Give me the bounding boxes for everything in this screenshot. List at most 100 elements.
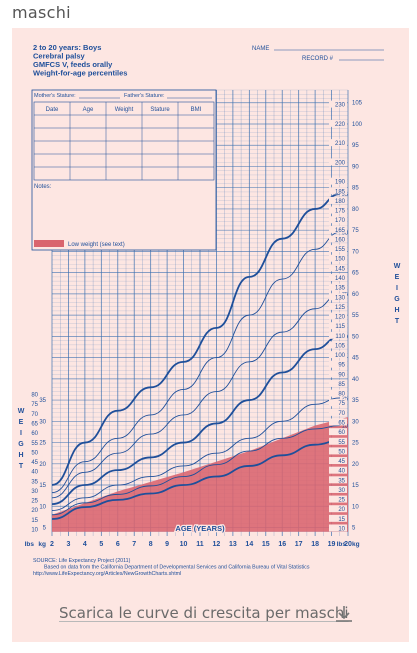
kg-tick-left: 25 — [39, 441, 46, 447]
percentile-curve-50 — [51, 335, 340, 506]
lbs-tick-right: 165 — [335, 228, 346, 234]
kg-tick-left: 20 — [39, 462, 46, 468]
lbs-tick-bg — [329, 119, 347, 127]
table-header-age: Age — [83, 107, 94, 113]
y-axis-title-right: H — [394, 307, 399, 314]
lbs-tick-bg — [329, 196, 347, 204]
percentile-curve-90 — [51, 231, 340, 494]
lbs-tick-left: 45 — [31, 460, 38, 466]
lbs-tick-left: 60 — [31, 431, 38, 437]
lbs-tick-bg — [329, 389, 347, 397]
kg-tick-right: 60 — [352, 292, 359, 298]
source-line: http://www.LifeExpectancy.org/Articles/N… — [33, 571, 181, 577]
x-tick-label: 2 — [50, 541, 54, 548]
lbs-tick-bg — [329, 351, 347, 359]
mother-stature-label: Mother's Stature: — [34, 93, 76, 99]
kg-tick-left: 10 — [39, 504, 46, 510]
lbs-tick-left: 55 — [31, 441, 38, 447]
kg-tick-right: 90 — [352, 164, 359, 170]
lbs-tick-right: 95 — [338, 363, 345, 369]
kg-tick-right: 25 — [352, 441, 359, 447]
lbs-tick-bg — [329, 235, 347, 243]
page-heading: maschi — [12, 3, 71, 22]
percentile-curve-95 — [51, 193, 340, 486]
kg-tick-right: 55 — [352, 313, 359, 319]
table-header-weight: Weight — [115, 107, 134, 113]
percentile-curve-75 — [51, 293, 340, 499]
lbs-tick-right: 220 — [335, 122, 346, 128]
chart-title-line: Cerebral palsy — [33, 52, 86, 61]
chart-title-line: GMFCS V, feeds orally — [33, 60, 113, 69]
x-tick-label: 15 — [262, 541, 270, 548]
lbs-tick-bg — [329, 370, 347, 378]
y-axis-title-left: G — [18, 441, 24, 448]
lbs-tick-bg — [329, 187, 347, 195]
lbs-tick-right: 200 — [335, 160, 346, 166]
table-header-date: Date — [46, 107, 59, 113]
kg-tick-right: 15 — [352, 483, 359, 489]
download-icon[interactable] — [333, 603, 355, 625]
lbs-tick-bg — [329, 418, 347, 426]
kg-tick-right: 85 — [352, 186, 359, 192]
kg-tick-right: 95 — [352, 143, 359, 149]
source-line: SOURCE: Life Expectancy Project (2011) — [33, 558, 131, 564]
name-label: NAME — [252, 46, 269, 52]
x-tick-label: 12 — [213, 541, 221, 548]
download-curves-link[interactable]: Scarica le curve di crescita per maschi — [59, 604, 349, 622]
lbs-tick-right: 155 — [335, 247, 346, 253]
kg-tick-left: 15 — [39, 483, 46, 489]
unit-lbs-right: lbs — [337, 541, 347, 548]
lbs-tick-bg — [329, 274, 347, 282]
x-tick-label: 16 — [278, 541, 286, 548]
unit-kg-right: kg — [352, 541, 360, 548]
x-tick-label: 6 — [116, 541, 120, 548]
lbs-tick-bg — [329, 466, 347, 474]
percentile-label-90: 90 — [342, 230, 348, 236]
lbs-tick-right: 75 — [338, 401, 345, 407]
lbs-tick-right: 145 — [335, 266, 346, 272]
lbs-tick-right: 70 — [338, 411, 345, 417]
lbs-tick-bg — [329, 505, 347, 513]
lbs-tick-right: 15 — [338, 517, 345, 523]
source-line: Based on data from the California Depart… — [44, 565, 310, 571]
lbs-tick-bg — [329, 331, 347, 339]
x-axis-title: AGE (YEARS) — [175, 524, 225, 533]
low-weight-area — [52, 417, 348, 532]
record-label: RECORD # — [302, 56, 334, 62]
y-axis-title-right: I — [396, 285, 398, 292]
lbs-tick-right: 160 — [335, 237, 346, 243]
lbs-tick-bg — [329, 476, 347, 484]
x-tick-label: 4 — [83, 541, 87, 548]
lbs-tick-right: 120 — [335, 315, 346, 321]
kg-tick-right: 35 — [352, 398, 359, 404]
lbs-tick-right: 125 — [335, 305, 346, 311]
weight-for-age-chart: 9590755025105 23456789101112131415161718… — [18, 43, 401, 577]
notes-label: Notes: — [34, 184, 52, 190]
lbs-tick-left: 25 — [31, 499, 38, 505]
lbs-tick-left: 65 — [31, 422, 38, 428]
kg-tick-right: 10 — [352, 504, 359, 510]
lbs-tick-bg — [329, 264, 347, 272]
lbs-tick-right: 65 — [338, 421, 345, 427]
kg-tick-left: 30 — [39, 419, 46, 425]
x-tick-label: 8 — [149, 541, 153, 548]
lbs-tick-bg — [329, 139, 347, 147]
lbs-tick-right: 105 — [335, 343, 346, 349]
lbs-tick-right: 135 — [335, 286, 346, 292]
lbs-tick-right: 130 — [335, 295, 346, 301]
y-axis-title-left: H — [18, 452, 23, 459]
lbs-tick-right: 50 — [338, 449, 345, 455]
y-axis-title-right: T — [395, 318, 400, 325]
y-axis-title-left: W — [18, 408, 25, 415]
lbs-tick-bg — [329, 360, 347, 368]
lbs-tick-left: 35 — [31, 479, 38, 485]
lbs-tick-right: 180 — [335, 199, 346, 205]
unit-lbs-left: lbs — [25, 541, 35, 548]
lbs-tick-left: 30 — [31, 489, 38, 495]
legend-label: Low weight (see text) — [68, 242, 125, 248]
x-tick-label: 19 — [328, 541, 336, 548]
x-tick-label: 9 — [165, 541, 169, 548]
lbs-tick-bg — [329, 100, 347, 108]
x-tick-label: 17 — [295, 541, 303, 548]
table-header-bmi: BMI — [191, 107, 202, 113]
